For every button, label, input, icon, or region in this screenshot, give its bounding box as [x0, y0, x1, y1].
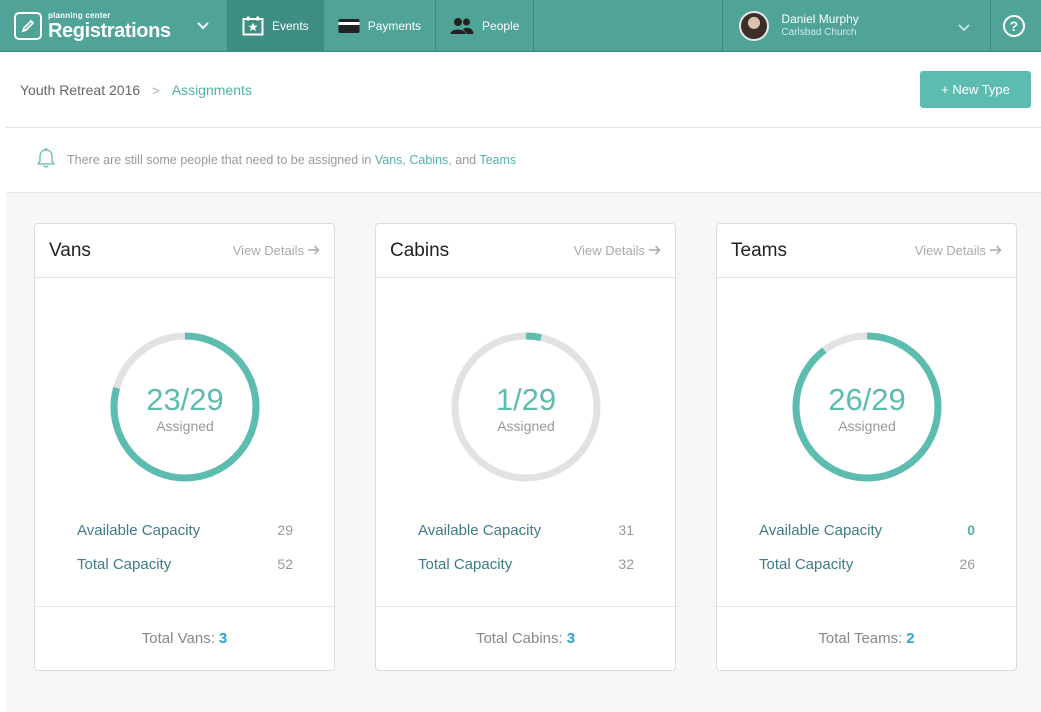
tab-payments-label: Payments	[367, 19, 422, 33]
assigned-value: 26/29	[828, 382, 906, 417]
card-header: Vans View Details	[35, 224, 334, 278]
card-cabins: Cabins View Details 1/29 Assigned Availa…	[375, 223, 676, 671]
total-vans-link[interactable]: 3	[218, 630, 228, 647]
user-info: Daniel Murphy Carlsbad Church	[781, 12, 858, 40]
view-details-link[interactable]: View Details	[915, 243, 1002, 258]
user-org: Carlsbad Church	[781, 27, 857, 39]
breadcrumb: Youth Retreat 2016 > Assignments	[20, 82, 252, 98]
progress-donut	[451, 332, 601, 482]
card-footer: Total Vans: 3	[35, 606, 334, 670]
breadcrumb-current[interactable]: Assignments	[171, 82, 252, 98]
alert-link-cabins[interactable]: Cabins	[409, 153, 449, 167]
view-details-label: View Details	[914, 243, 986, 258]
total-cabins-link[interactable]: 3	[566, 630, 576, 647]
chevron-down-icon	[958, 19, 970, 37]
card-title: Vans	[49, 240, 91, 261]
total-vans-label: Total Vans:	[141, 630, 215, 647]
chevron-down-icon	[196, 22, 209, 30]
available-capacity-label: Available Capacity	[77, 522, 201, 539]
card-header: Teams View Details	[717, 224, 1016, 278]
card-footer: Total Teams: 2	[717, 606, 1016, 670]
available-capacity-label: Available Capacity	[759, 522, 883, 539]
total-capacity-value: 52	[277, 556, 293, 572]
total-capacity-label: Total Capacity	[418, 556, 513, 573]
bell-icon	[35, 147, 57, 174]
donut-center: 23/29 Assigned	[105, 327, 265, 487]
view-details-link[interactable]: View Details	[574, 243, 661, 258]
donut-center: 26/29 Assigned	[787, 327, 947, 487]
tab-events[interactable]: Events	[228, 0, 324, 52]
total-capacity-value: 26	[959, 556, 975, 572]
registrations-logo-icon	[14, 12, 42, 40]
total-capacity-row: Total Capacity 32	[418, 556, 634, 573]
arrow-right-icon	[990, 243, 1002, 258]
brand-small-text: planning center	[48, 10, 111, 20]
brand-name: planning center Registrations	[48, 10, 171, 42]
available-capacity-value: 0	[967, 522, 975, 538]
available-capacity-row: Available Capacity 31	[418, 522, 634, 539]
tab-people[interactable]: People	[436, 0, 535, 52]
available-capacity-value: 29	[277, 522, 293, 538]
card-vans: Vans View Details 23/29 Assigned Availab…	[34, 223, 335, 671]
avatar	[739, 11, 770, 41]
card-header: Cabins View Details	[376, 224, 675, 278]
assigned-value: 23/29	[146, 382, 224, 417]
top-nav: planning center Registrations Events Pay…	[0, 0, 1041, 52]
people-icon	[450, 17, 474, 35]
app-switcher[interactable]: planning center Registrations	[0, 0, 228, 52]
alert-text-prefix: There are still some people that need to…	[67, 153, 375, 167]
arrow-right-icon	[308, 243, 320, 258]
tab-people-label: People	[482, 19, 520, 33]
card-teams: Teams View Details 26/29 Assigned Availa…	[716, 223, 1017, 671]
credit-card-icon	[338, 18, 360, 34]
assignment-cards-area: Vans View Details 23/29 Assigned Availab…	[6, 193, 1041, 712]
total-capacity-row: Total Capacity 52	[77, 556, 293, 573]
user-menu[interactable]: Daniel Murphy Carlsbad Church	[723, 0, 992, 52]
arrow-right-icon	[649, 243, 661, 258]
alert-sep-2: , and	[448, 153, 480, 167]
total-teams-label: Total Teams:	[818, 630, 903, 647]
help-icon: ?	[1002, 15, 1025, 37]
page-header: Youth Retreat 2016 > Assignments + New T…	[6, 53, 1041, 128]
alert-link-vans[interactable]: Vans	[374, 153, 403, 167]
user-name: Daniel Murphy	[781, 12, 859, 27]
calendar-star-icon	[242, 16, 264, 36]
alert-sep-1: ,	[402, 153, 410, 167]
alert-link-teams[interactable]: Teams	[479, 153, 517, 167]
brand-big-text: Registrations	[48, 19, 171, 42]
available-capacity-label: Available Capacity	[418, 522, 542, 539]
assigned-label: Assigned	[838, 418, 896, 434]
assignment-alert: There are still some people that need to…	[6, 128, 1041, 193]
breadcrumb-separator: >	[152, 82, 160, 98]
view-details-label: View Details	[573, 243, 645, 258]
card-title: Teams	[731, 240, 787, 261]
total-teams-link[interactable]: 2	[906, 630, 915, 647]
help-button[interactable]: ?	[991, 0, 1036, 52]
alert-message: There are still some people that need to…	[67, 153, 516, 167]
total-capacity-value: 32	[618, 556, 634, 572]
total-capacity-label: Total Capacity	[77, 556, 172, 573]
assigned-label: Assigned	[497, 418, 555, 434]
new-type-button[interactable]: + New Type	[920, 71, 1031, 108]
total-cabins-label: Total Cabins:	[475, 630, 563, 647]
total-capacity-label: Total Capacity	[759, 556, 854, 573]
breadcrumb-parent-link[interactable]: Youth Retreat 2016	[20, 82, 141, 98]
card-title: Cabins	[390, 240, 450, 261]
nav-spacer	[534, 0, 724, 51]
available-capacity-value: 31	[618, 522, 634, 538]
view-details-link[interactable]: View Details	[233, 243, 320, 258]
assigned-label: Assigned	[156, 418, 214, 434]
progress-donut	[792, 332, 942, 482]
view-details-label: View Details	[232, 243, 304, 258]
progress-donut	[110, 332, 260, 482]
total-capacity-row: Total Capacity 26	[759, 556, 975, 573]
assigned-value: 1/29	[495, 382, 557, 417]
tab-events-label: Events	[272, 19, 309, 33]
donut-center: 1/29 Assigned	[446, 327, 606, 487]
card-footer: Total Cabins: 3	[376, 606, 675, 670]
available-capacity-row: Available Capacity 0	[759, 522, 975, 539]
available-capacity-row: Available Capacity 29	[77, 522, 293, 539]
tab-payments[interactable]: Payments	[324, 0, 437, 52]
